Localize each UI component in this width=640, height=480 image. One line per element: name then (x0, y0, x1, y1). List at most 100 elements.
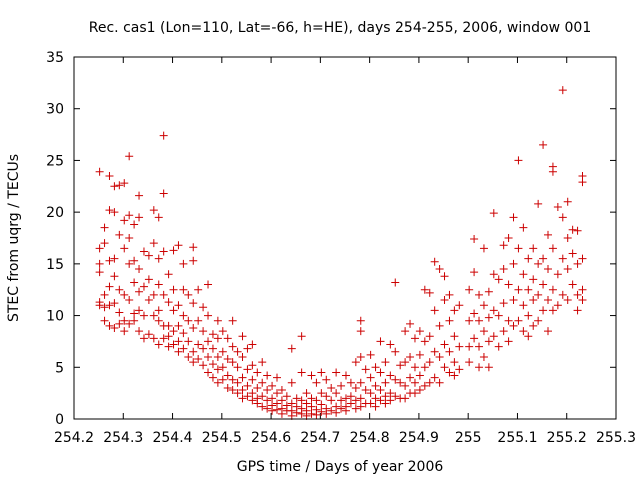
data-point (159, 334, 168, 343)
data-point (248, 389, 257, 398)
data-point (199, 327, 208, 336)
data-point (578, 285, 587, 294)
data-point (164, 342, 173, 351)
data-point (125, 259, 134, 268)
x-tick-label: 255.1 (497, 430, 537, 446)
data-point (120, 316, 129, 325)
data-point (568, 249, 577, 258)
data-point (327, 396, 336, 405)
data-point (391, 347, 400, 356)
data-point (169, 246, 178, 255)
data-point (307, 394, 316, 403)
data-point (475, 363, 484, 372)
data-point (351, 396, 360, 405)
data-point (184, 337, 193, 346)
data-point (130, 256, 139, 265)
data-point (558, 290, 567, 299)
data-point (273, 389, 282, 398)
data-point (376, 386, 385, 395)
data-point (159, 290, 168, 299)
data-point (509, 259, 518, 268)
data-point (376, 396, 385, 405)
data-point (144, 296, 153, 305)
data-point (386, 389, 395, 398)
data-point (420, 337, 429, 346)
data-point (440, 272, 449, 281)
data-point (351, 358, 360, 367)
data-point (376, 368, 385, 377)
data-point (568, 225, 577, 234)
data-point (440, 340, 449, 349)
data-point (465, 316, 474, 325)
data-point (479, 327, 488, 336)
data-point (346, 399, 355, 408)
data-point (312, 396, 321, 405)
data-point (292, 408, 301, 417)
data-point (213, 378, 222, 387)
data-point (401, 381, 410, 390)
data-point (410, 363, 419, 372)
data-point (558, 254, 567, 263)
data-point (514, 244, 523, 253)
data-point (218, 363, 227, 372)
data-point (208, 344, 217, 353)
y-tick-label: 20 (46, 205, 64, 221)
data-point (558, 213, 567, 222)
data-point (519, 327, 528, 336)
data-point (253, 368, 262, 377)
data-point (149, 311, 158, 320)
data-point (499, 327, 508, 336)
data-point (484, 287, 493, 296)
data-point (332, 389, 341, 398)
data-point (179, 329, 188, 338)
data-point (420, 363, 429, 372)
data-point (425, 288, 434, 297)
axis-ticks: 254.2 254.3 254.4 254.5 254.6 254.7 254.8 254.9… (46, 50, 636, 446)
data-point (317, 407, 326, 416)
data-point (105, 301, 114, 310)
data-point (420, 285, 429, 294)
data-point (504, 280, 513, 289)
data-point (253, 399, 262, 408)
data-point (243, 392, 252, 401)
data-point (105, 282, 114, 291)
data-point (435, 352, 444, 361)
data-point (125, 152, 134, 161)
data-point (277, 396, 286, 405)
data-point (558, 86, 567, 95)
data-point (110, 323, 119, 332)
data-point (95, 244, 104, 253)
data-point (258, 378, 267, 387)
data-point (553, 301, 562, 310)
data-point (386, 371, 395, 380)
data-point (445, 316, 454, 325)
data-point (534, 290, 543, 299)
data-point (381, 358, 390, 367)
data-point (371, 402, 380, 411)
data-point (248, 396, 257, 405)
data-point (243, 344, 252, 353)
data-point (524, 311, 533, 320)
data-point (223, 355, 232, 364)
data-point (135, 287, 144, 296)
data-point (238, 332, 247, 341)
data-point (356, 378, 365, 387)
data-point (361, 365, 370, 374)
data-point (105, 171, 114, 180)
data-point (475, 342, 484, 351)
data-point (273, 373, 282, 382)
data-point (509, 321, 518, 330)
data-point (327, 406, 336, 415)
data-point (115, 319, 124, 328)
data-point (194, 340, 203, 349)
data-point (534, 199, 543, 208)
data-point (425, 358, 434, 367)
data-point (465, 358, 474, 367)
data-point (189, 358, 198, 367)
data-point (213, 365, 222, 374)
data-point (164, 321, 173, 330)
data-point (322, 409, 331, 418)
data-point (425, 378, 434, 387)
data-point (450, 358, 459, 367)
